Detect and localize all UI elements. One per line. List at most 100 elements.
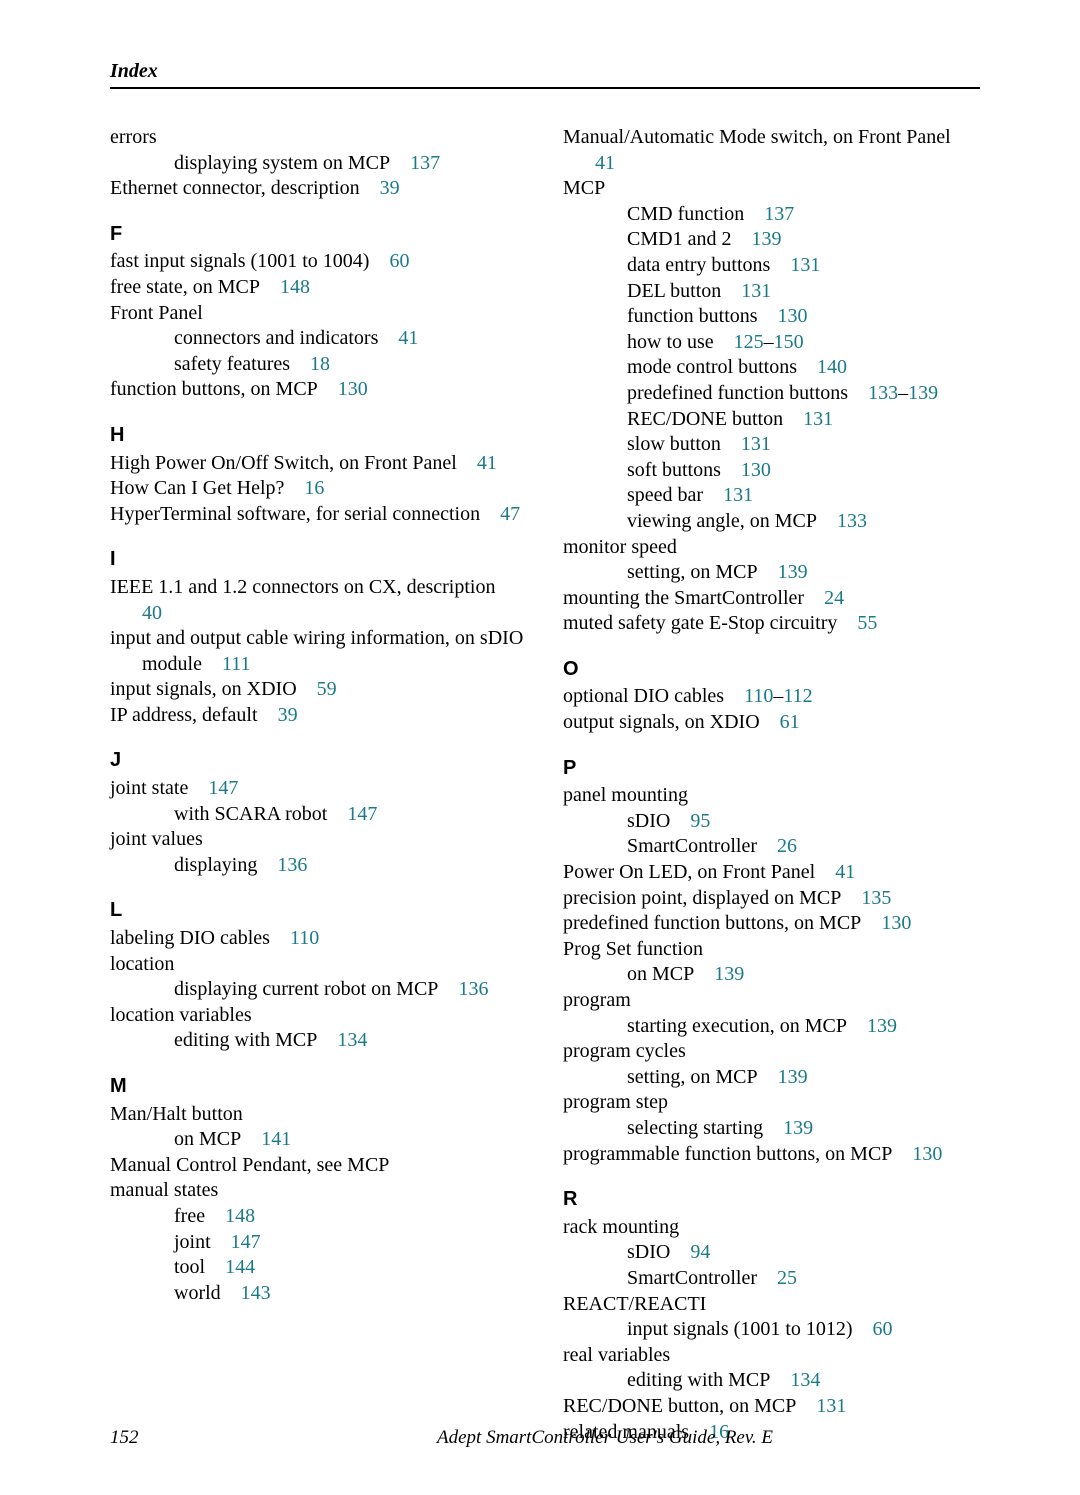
index-entry-text: joint state <box>110 777 188 799</box>
index-page-link[interactable]: 41 <box>835 861 855 883</box>
index-subentry: viewing angle, on MCP 133 <box>595 509 980 535</box>
index-page-link[interactable]: 25 <box>777 1267 797 1289</box>
index-page-link[interactable]: 26 <box>777 835 797 857</box>
index-entry-text: Front Panel <box>110 302 203 324</box>
index-page-link[interactable]: 133 <box>837 510 867 532</box>
index-entry-text: predefined function buttons, on MCP <box>563 912 861 934</box>
index-page-link[interactable]: 41 <box>595 152 615 174</box>
index-page-link[interactable]: 61 <box>780 711 800 733</box>
index-page-link[interactable]: 131 <box>790 254 820 276</box>
index-entry: program cycles <box>563 1039 980 1065</box>
index-page-link[interactable]: 24 <box>824 587 844 609</box>
index-entry: location <box>110 952 527 978</box>
index-page-link[interactable]: 131 <box>741 280 771 302</box>
index-page-link[interactable]: 16 <box>304 477 324 499</box>
index-page-link[interactable]: 131 <box>816 1395 846 1417</box>
index-entry-text: predefined function buttons <box>627 382 848 404</box>
index-entry-text: precision point, displayed on MCP <box>563 887 841 909</box>
index-page-link[interactable]: 137 <box>410 152 440 174</box>
index-page-link[interactable]: 131 <box>741 433 771 455</box>
index-subentry: on MCP 141 <box>142 1127 527 1153</box>
index-page-link[interactable]: 137 <box>764 203 794 225</box>
index-page-link[interactable]: 41 <box>477 452 497 474</box>
index-subentry: editing with MCP 134 <box>595 1368 980 1394</box>
index-page-link[interactable]: 139 <box>778 561 808 583</box>
index-page-link[interactable]: 148 <box>225 1205 255 1227</box>
index-entry-text: input and output cable wiring informatio… <box>110 627 523 675</box>
index-subentry: tool 144 <box>142 1255 527 1281</box>
index-page-link[interactable]: 148 <box>280 276 310 298</box>
index-page-link[interactable]: 18 <box>310 353 330 375</box>
index-page-link[interactable]: 130 <box>881 912 911 934</box>
index-page-link[interactable]: 125 <box>734 331 764 353</box>
index-page-link[interactable]: 134 <box>337 1029 367 1051</box>
index-subentry: SmartController 26 <box>595 834 980 860</box>
index-section-letter: H <box>110 423 527 449</box>
index-page-link[interactable]: 147 <box>208 777 238 799</box>
index-page-link[interactable]: 130 <box>338 378 368 400</box>
index-page-link[interactable]: 139 <box>783 1117 813 1139</box>
index-entry-text: HyperTerminal software, for serial conne… <box>110 503 480 525</box>
index-page-link[interactable]: 139 <box>778 1066 808 1088</box>
index-page-link[interactable]: 39 <box>380 177 400 199</box>
index-page-link[interactable]: 95 <box>690 810 710 832</box>
index-subentry: data entry buttons 131 <box>595 253 980 279</box>
index-page-link[interactable]: 40 <box>142 602 162 624</box>
index-subentry: editing with MCP 134 <box>142 1028 527 1054</box>
index-entry-text: starting execution, on MCP <box>627 1015 847 1037</box>
index-page-link[interactable]: 135 <box>861 887 891 909</box>
index-entry: function buttons, on MCP 130 <box>110 377 527 403</box>
index-page-link[interactable]: 136 <box>277 854 307 876</box>
index-page-link[interactable]: 131 <box>723 484 753 506</box>
index-page-link[interactable]: 130 <box>778 305 808 327</box>
index-page-link[interactable]: 59 <box>317 678 337 700</box>
index-page-link[interactable]: 110 <box>290 927 319 949</box>
index-entry-text: location <box>110 953 174 975</box>
index-page-link[interactable]: 139 <box>751 228 781 250</box>
index-page-link[interactable]: 150 <box>774 331 804 353</box>
index-entry: program <box>563 988 980 1014</box>
index-subentry: on MCP 139 <box>595 962 980 988</box>
index-page-link[interactable]: 60 <box>873 1318 893 1340</box>
footer-page-number: 152 <box>110 1427 230 1449</box>
index-entry-text: slow button <box>627 433 721 455</box>
page-range-separator: – <box>764 331 774 353</box>
index-page-link[interactable]: 55 <box>857 612 877 634</box>
index-page-link[interactable]: 130 <box>912 1143 942 1165</box>
index-page-link[interactable]: 94 <box>690 1241 710 1263</box>
index-page-link[interactable]: 131 <box>803 408 833 430</box>
index-page-link[interactable]: 133 <box>868 382 898 404</box>
index-page-link[interactable]: 139 <box>714 963 744 985</box>
index-page-link[interactable]: 141 <box>261 1128 291 1150</box>
index-entry-text: on MCP <box>627 963 694 985</box>
index-page-link[interactable]: 136 <box>458 978 488 1000</box>
index-entry: predefined function buttons, on MCP 130 <box>563 911 980 937</box>
index-entry-text: REC/DONE button, on MCP <box>563 1395 796 1417</box>
index-entry-text: output signals, on XDIO <box>563 711 760 733</box>
index-page-link[interactable]: 112 <box>783 685 812 707</box>
index-section-letter: R <box>563 1187 980 1213</box>
index-page-link[interactable]: 39 <box>278 704 298 726</box>
index-subentry: soft buttons 130 <box>595 458 980 484</box>
index-page-link[interactable]: 143 <box>241 1282 271 1304</box>
index-entry-text: editing with MCP <box>174 1029 317 1051</box>
index-page-link[interactable]: 134 <box>790 1369 820 1391</box>
index-page-link[interactable]: 130 <box>741 459 771 481</box>
index-page-link[interactable]: 110 <box>744 685 773 707</box>
index-page-link[interactable]: 47 <box>500 503 520 525</box>
index-page-link[interactable]: 147 <box>231 1231 261 1253</box>
index-page-link[interactable]: 140 <box>817 356 847 378</box>
index-page-link[interactable]: 111 <box>222 653 251 675</box>
index-entry-text: errors <box>110 126 157 148</box>
index-entry-text: program cycles <box>563 1040 686 1062</box>
index-entry: input and output cable wiring informatio… <box>110 626 527 677</box>
index-page-link[interactable]: 139 <box>867 1015 897 1037</box>
index-page-link[interactable]: 147 <box>347 803 377 825</box>
index-entry: real variables <box>563 1343 980 1369</box>
index-entry-text: soft buttons <box>627 459 721 481</box>
index-page-link[interactable]: 139 <box>908 382 938 404</box>
index-page-link[interactable]: 60 <box>389 250 409 272</box>
index-page-link[interactable]: 144 <box>225 1256 255 1278</box>
index-entry: Manual/Automatic Mode switch, on Front P… <box>563 125 980 176</box>
index-page-link[interactable]: 41 <box>398 327 418 349</box>
